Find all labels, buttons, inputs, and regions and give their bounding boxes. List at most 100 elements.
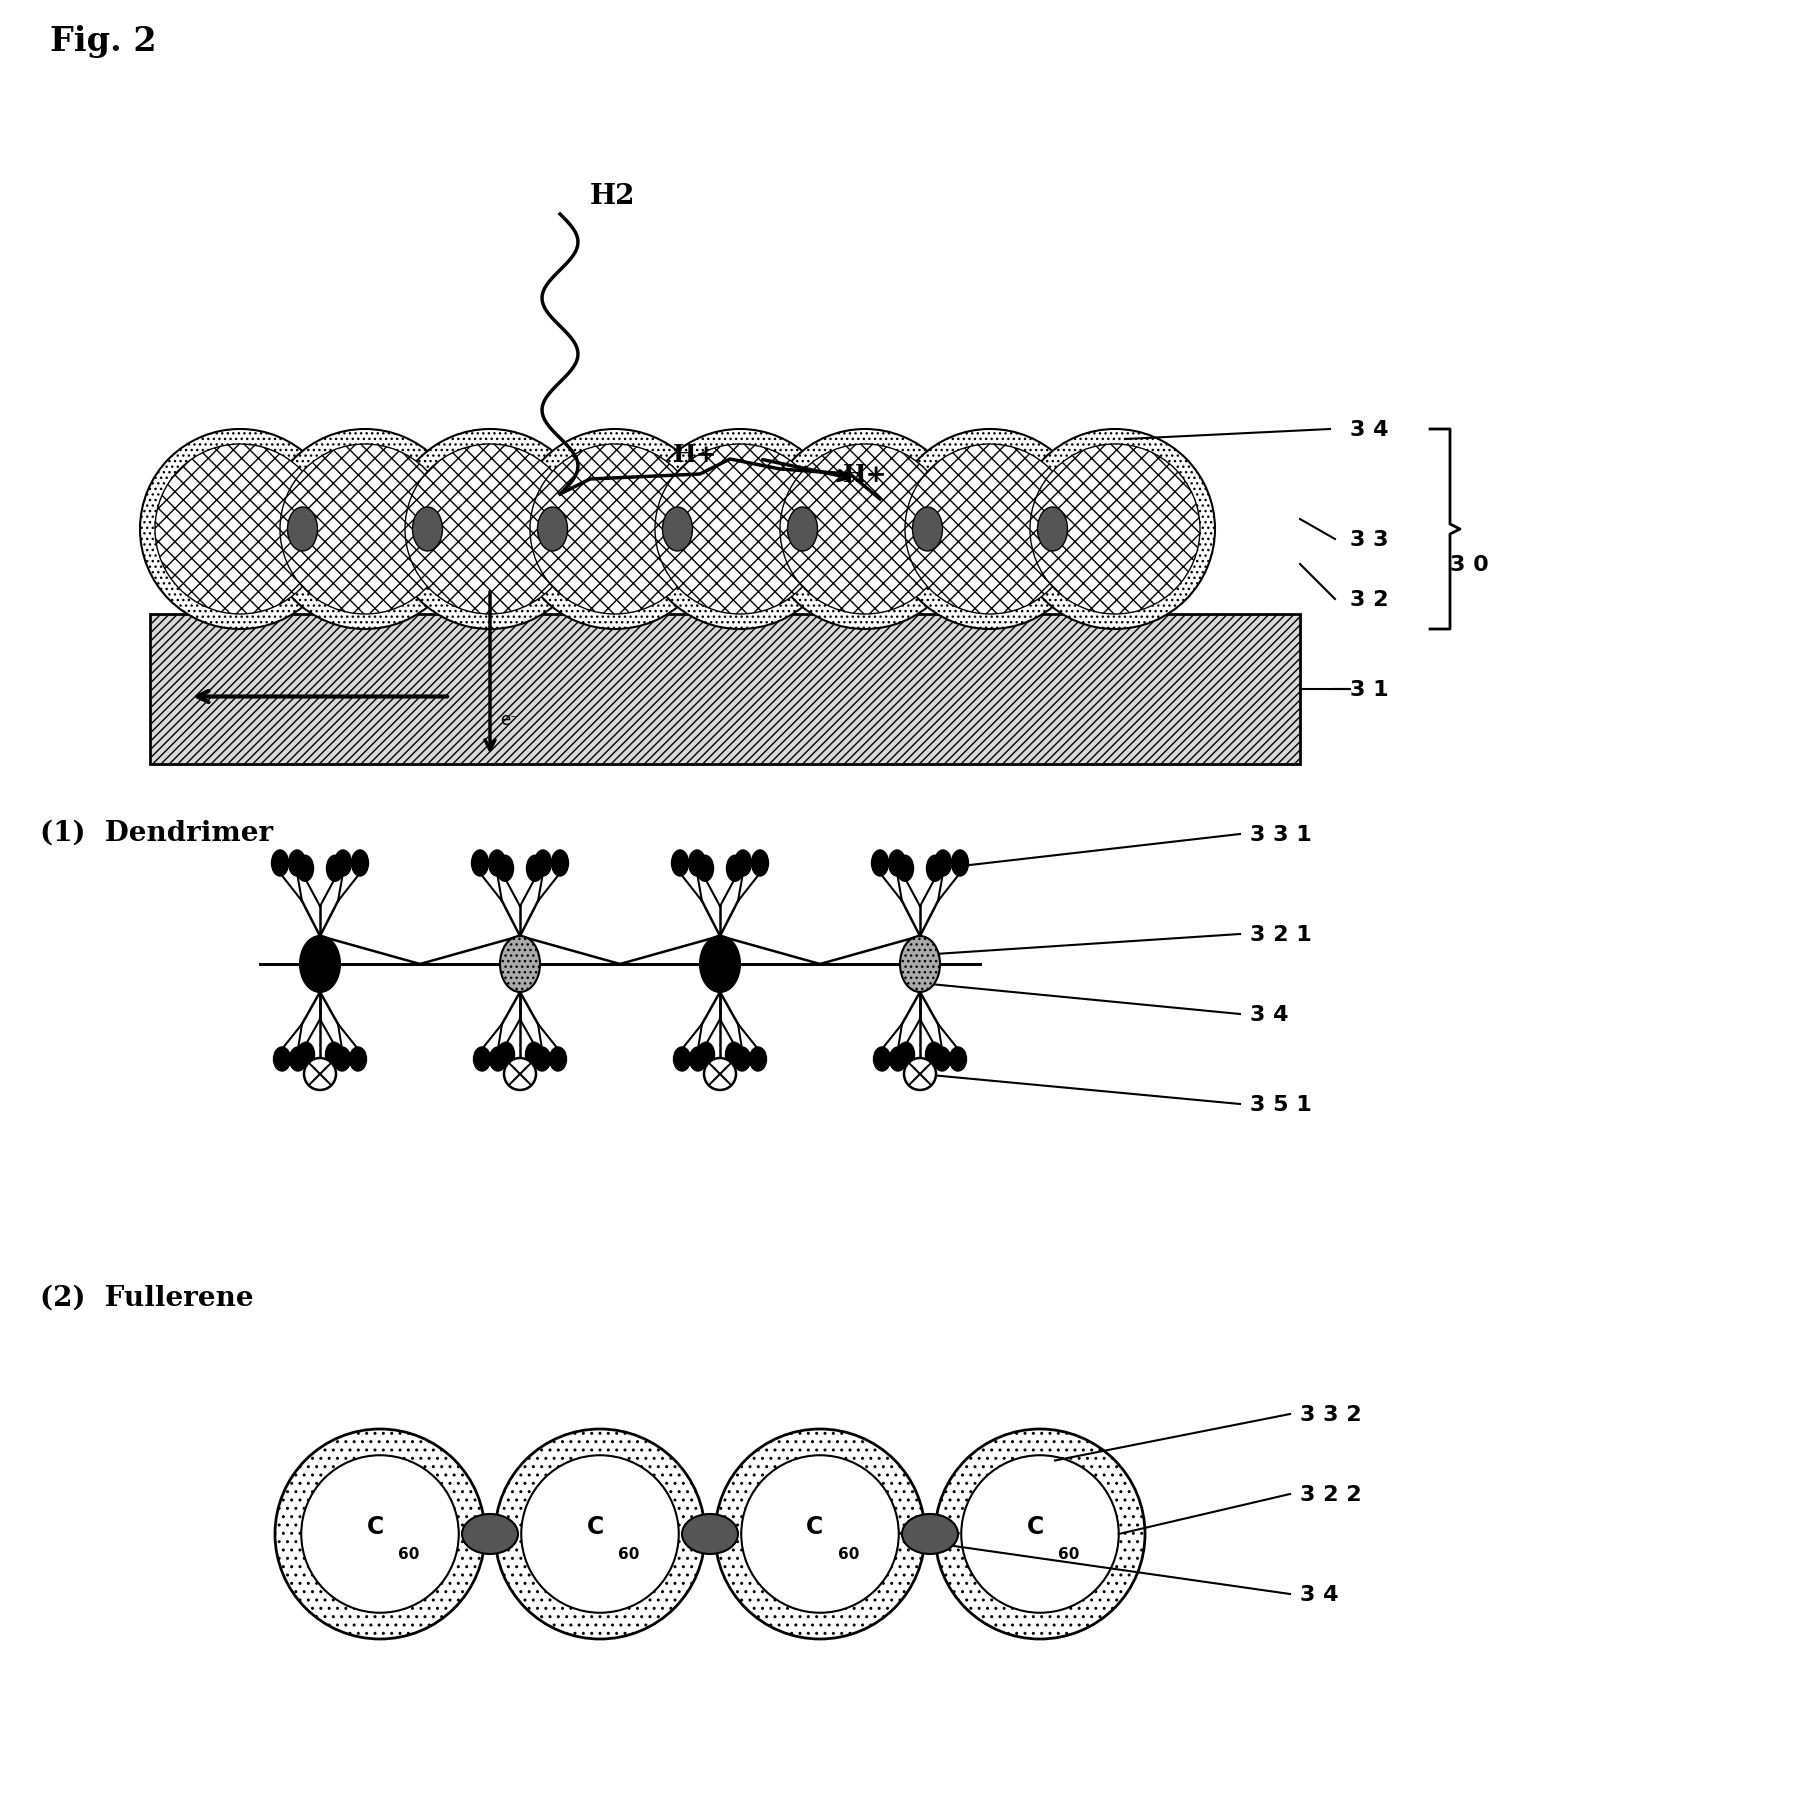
Ellipse shape [472,851,489,876]
Text: 3 4: 3 4 [1250,1005,1288,1025]
Ellipse shape [526,1043,542,1067]
Ellipse shape [352,851,368,876]
Circle shape [656,444,824,615]
Text: Fig. 2: Fig. 2 [50,25,156,58]
Circle shape [496,1429,706,1640]
Ellipse shape [902,1515,957,1555]
Ellipse shape [950,1047,966,1072]
Ellipse shape [688,851,706,876]
Text: 3 2 1: 3 2 1 [1250,925,1311,945]
Text: 60: 60 [1058,1546,1079,1562]
Text: 60: 60 [618,1546,639,1562]
Circle shape [505,1058,535,1090]
Ellipse shape [889,1047,907,1072]
Circle shape [1015,430,1216,629]
Circle shape [275,1429,485,1640]
Circle shape [936,1429,1146,1640]
Text: (1)  Dendrimer: (1) Dendrimer [40,820,273,847]
Circle shape [765,430,964,629]
Ellipse shape [1038,508,1067,551]
Circle shape [905,444,1076,615]
Ellipse shape [497,1043,514,1067]
Ellipse shape [533,1047,551,1072]
Ellipse shape [934,851,952,876]
Text: C: C [585,1515,603,1538]
Ellipse shape [749,1047,767,1072]
Circle shape [406,444,575,615]
Ellipse shape [462,1515,517,1555]
Ellipse shape [327,856,343,882]
Circle shape [302,1455,458,1613]
Ellipse shape [934,1047,950,1072]
Ellipse shape [298,1043,314,1067]
Circle shape [1029,444,1200,615]
Ellipse shape [889,851,905,876]
Ellipse shape [900,936,939,992]
Ellipse shape [898,1043,914,1067]
Text: 60: 60 [839,1546,858,1562]
Ellipse shape [912,508,943,551]
Ellipse shape [300,936,339,992]
Circle shape [639,430,841,629]
Text: 3 5 1: 3 5 1 [1250,1094,1311,1114]
Ellipse shape [727,856,744,882]
Text: 3 3 1: 3 3 1 [1250,825,1311,845]
Text: 3 3 2: 3 3 2 [1300,1404,1361,1424]
Ellipse shape [726,1043,742,1067]
Ellipse shape [273,1047,291,1072]
Ellipse shape [551,851,569,876]
Ellipse shape [537,508,568,551]
Ellipse shape [490,1047,506,1072]
Ellipse shape [474,1047,490,1072]
Circle shape [154,444,325,615]
Ellipse shape [489,851,505,876]
Circle shape [742,1455,898,1613]
Ellipse shape [663,508,693,551]
Text: C: C [366,1515,384,1538]
Ellipse shape [871,851,889,876]
Text: 3 2 2: 3 2 2 [1300,1484,1361,1504]
Circle shape [704,1058,736,1090]
Circle shape [140,430,339,629]
Circle shape [280,444,451,615]
Ellipse shape [873,1047,891,1072]
Ellipse shape [672,851,688,876]
Text: H+: H+ [674,443,717,466]
Ellipse shape [682,1515,738,1555]
Text: (2)  Fullerene: (2) Fullerene [40,1284,253,1312]
Ellipse shape [733,1047,751,1072]
Text: H+: H+ [842,463,887,486]
Ellipse shape [690,1047,706,1072]
Ellipse shape [334,1047,350,1072]
Bar [151,615,1300,764]
Circle shape [390,430,591,629]
Circle shape [521,1455,679,1613]
Ellipse shape [674,1047,690,1072]
Circle shape [715,1429,925,1640]
Ellipse shape [952,851,968,876]
Ellipse shape [287,508,318,551]
Circle shape [266,430,465,629]
Text: e⁻: e⁻ [499,711,519,729]
Text: 3 1: 3 1 [1351,680,1388,700]
Ellipse shape [271,851,289,876]
Text: 3 4: 3 4 [1351,419,1388,439]
Ellipse shape [700,936,740,992]
Text: 3 0: 3 0 [1449,555,1489,575]
Circle shape [515,430,715,629]
Circle shape [903,1058,936,1090]
Ellipse shape [697,856,713,882]
Ellipse shape [550,1047,566,1072]
Circle shape [304,1058,336,1090]
Ellipse shape [896,856,914,882]
Ellipse shape [535,851,551,876]
Text: C: C [1026,1515,1043,1538]
Text: C: C [806,1515,824,1538]
Text: 3 3: 3 3 [1351,530,1388,550]
Ellipse shape [289,851,305,876]
Ellipse shape [499,936,541,992]
Circle shape [530,444,700,615]
Ellipse shape [496,856,514,882]
Ellipse shape [413,508,442,551]
Ellipse shape [334,851,352,876]
